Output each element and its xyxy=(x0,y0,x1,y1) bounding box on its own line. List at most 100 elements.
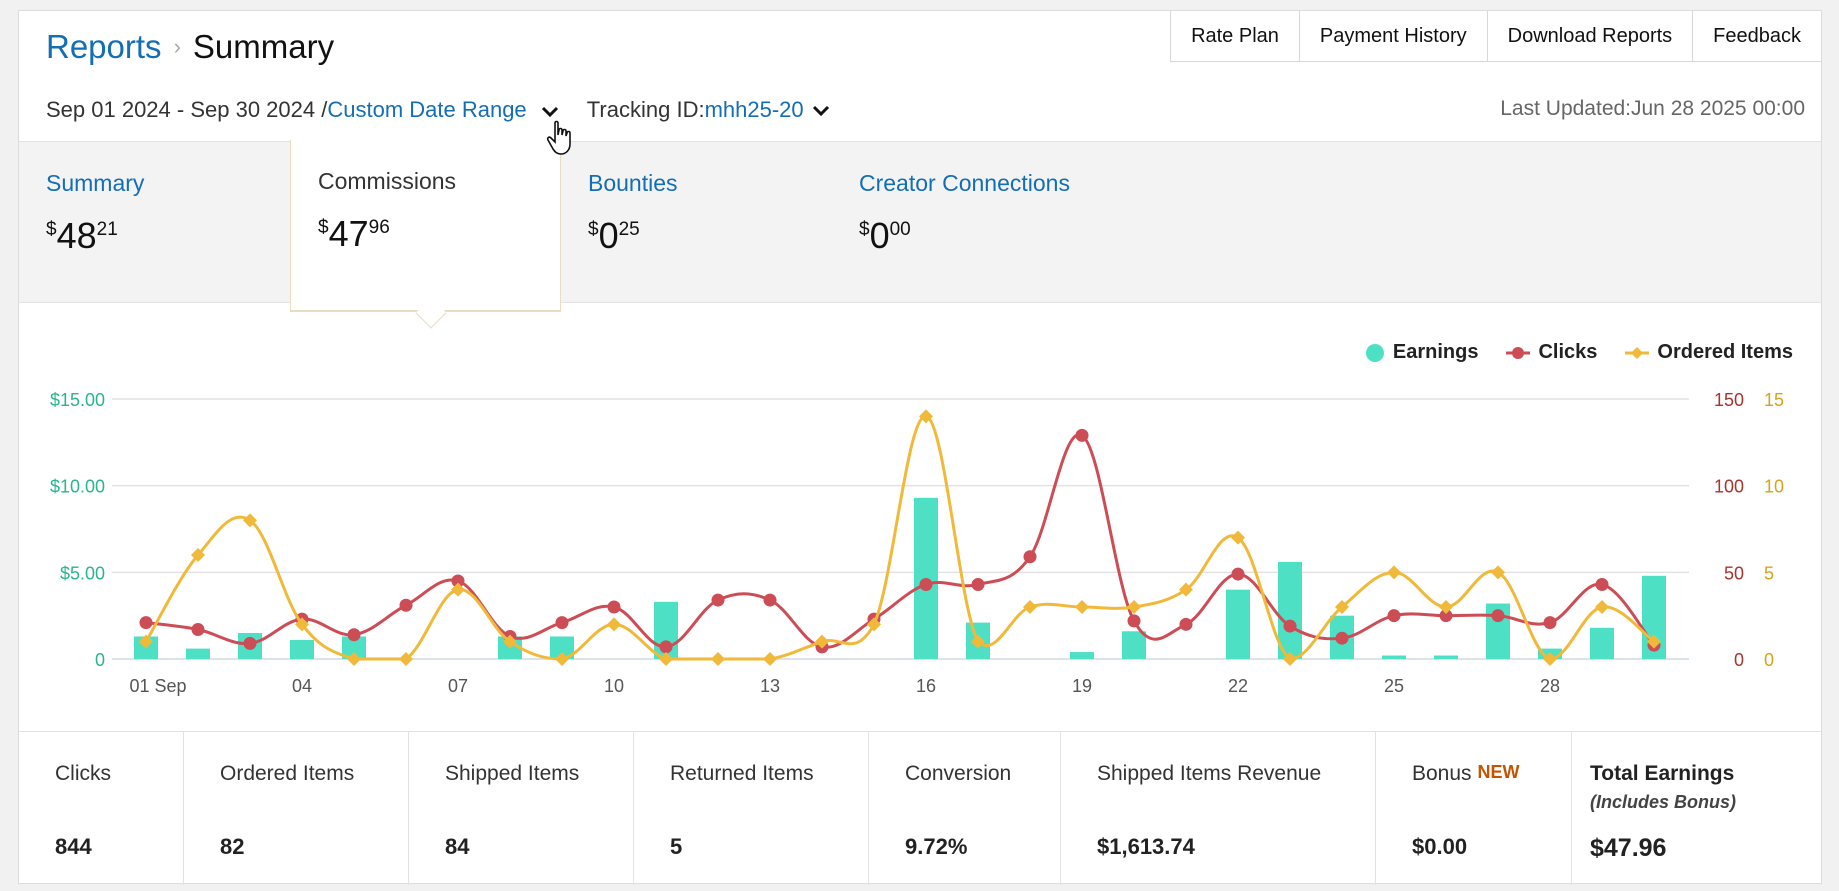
currency-symbol: $ xyxy=(46,219,57,240)
chart-legend: Earnings Clicks Ordered Items xyxy=(1337,341,1793,364)
chevron-down-icon xyxy=(812,105,829,117)
tile-creator-connections[interactable]: Creator Connections $0 00 xyxy=(832,142,1152,303)
last-updated-text: Last Updated:Jun 28 2025 00:00 xyxy=(1500,97,1805,120)
legend-clicks[interactable]: Clicks xyxy=(1506,341,1597,364)
stat-value: 5 xyxy=(670,834,683,859)
stat-value: $1,613.74 xyxy=(1097,834,1195,859)
breadcrumb: Reports › Summary xyxy=(46,28,334,66)
earnings-bar xyxy=(1434,655,1458,659)
download-reports-button[interactable]: Download Reports xyxy=(1486,11,1693,62)
legend-ordered-items[interactable]: Ordered Items xyxy=(1625,341,1793,364)
currency-symbol: $ xyxy=(588,219,599,240)
tile-label: Commissions xyxy=(318,168,457,194)
clicks-point xyxy=(919,577,933,591)
tile-commissions[interactable]: Commissions $47 96 xyxy=(290,140,561,311)
stat-value: 82 xyxy=(220,834,245,859)
earnings-bar xyxy=(1122,631,1146,659)
legend-earnings[interactable]: Earnings xyxy=(1365,341,1478,364)
y-tick-ordered: 0 xyxy=(1764,650,1774,670)
page-title: Summary xyxy=(192,28,335,65)
earnings-bar xyxy=(1226,589,1250,659)
earnings-bar xyxy=(1590,627,1614,659)
ordered-items-point xyxy=(1595,600,1609,614)
feedback-button[interactable]: Feedback xyxy=(1692,11,1821,62)
x-tick-label: 07 xyxy=(448,676,468,696)
rate-plan-button[interactable]: Rate Plan xyxy=(1170,11,1299,62)
stat-ordered-items: Ordered Items 82 xyxy=(184,732,409,885)
clicks-point xyxy=(139,616,153,630)
clicks-point xyxy=(1491,609,1505,623)
clicks-point xyxy=(555,616,569,630)
ordered-items-point xyxy=(1647,634,1661,649)
tile-label: Bounties xyxy=(588,170,678,196)
clicks-point xyxy=(1023,550,1037,564)
ordered-items-point xyxy=(1387,565,1401,580)
breadcrumb-separator-icon: › xyxy=(173,34,181,59)
ordered-items-point xyxy=(139,634,153,649)
breadcrumb-reports-link[interactable]: Reports xyxy=(46,28,162,65)
y-tick-clicks: 150 xyxy=(1714,390,1744,410)
tile-bounties[interactable]: Bounties $0 25 xyxy=(561,142,832,303)
new-badge: NEW xyxy=(1477,762,1520,782)
ordered-items-point xyxy=(555,652,569,666)
y-tick-clicks: 100 xyxy=(1714,477,1744,497)
stat-value: $47.96 xyxy=(1590,834,1667,862)
y-tick-earnings: $5.00 xyxy=(60,563,105,583)
clicks-point xyxy=(1075,428,1089,442)
tile-amount: $0 25 xyxy=(588,215,832,257)
clicks-point xyxy=(1543,616,1557,630)
clicks-point xyxy=(1179,617,1193,631)
stat-label: Clicks xyxy=(55,762,111,785)
payment-history-button[interactable]: Payment History xyxy=(1298,11,1487,62)
stat-value: 9.72% xyxy=(905,834,968,859)
x-tick-label: 01 Sep xyxy=(129,676,186,696)
stat-value: $0.00 xyxy=(1412,834,1468,859)
ordered-items-point xyxy=(711,652,725,666)
ordered-items-point xyxy=(1491,565,1505,580)
ordered-items-point xyxy=(295,617,309,632)
y-tick-clicks: 50 xyxy=(1724,563,1744,583)
ordered-items-point xyxy=(347,652,361,666)
ordered-items-point xyxy=(607,617,621,632)
amount-dollars: 0 xyxy=(598,215,619,256)
ordered-items-point xyxy=(867,617,881,632)
y-tick-earnings: $15.00 xyxy=(50,390,105,410)
ordered-items-point xyxy=(1075,600,1089,614)
clicks-point xyxy=(659,640,673,654)
ordered-items-point xyxy=(399,652,413,666)
tile-amount: $0 00 xyxy=(859,215,1152,257)
amount-dollars: 0 xyxy=(869,215,890,256)
y-tick-clicks: 0 xyxy=(1734,650,1744,670)
clicks-point xyxy=(1283,619,1297,633)
ordered-items-point xyxy=(503,634,517,649)
clicks-point xyxy=(399,598,413,612)
legend-label: Ordered Items xyxy=(1657,341,1793,363)
amount-dollars: 47 xyxy=(328,213,369,254)
ordered-items-point xyxy=(971,634,985,649)
line-diamond-marker-icon xyxy=(1625,346,1650,359)
ordered-items-point xyxy=(1335,600,1349,614)
stats-bar: Clicks 844 Ordered Items 82 Shipped Item… xyxy=(19,731,1821,885)
earnings-bar xyxy=(186,648,210,659)
date-range-dropdown[interactable]: Custom Date Range xyxy=(327,97,560,123)
x-tick-label: 22 xyxy=(1228,676,1248,696)
y-tick-ordered: 5 xyxy=(1764,563,1774,583)
stat-shipped-items: Shipped Items 84 xyxy=(409,732,634,885)
clicks-point xyxy=(1127,614,1141,628)
legend-label: Clicks xyxy=(1538,341,1598,363)
tile-amount: $47 96 xyxy=(318,213,560,255)
tracking-id-dropdown[interactable]: Tracking ID: mhh25-20 xyxy=(587,97,832,123)
report-panel: Reports › Summary Rate Plan Payment Hist… xyxy=(18,10,1822,885)
earnings-bar xyxy=(290,639,314,659)
x-tick-label: 10 xyxy=(604,676,624,696)
y-tick-ordered: 10 xyxy=(1764,477,1784,497)
tracking-id-value: mhh25-20 xyxy=(704,97,804,122)
clicks-point xyxy=(971,577,985,591)
filter-bar: Sep 01 2024 - Sep 30 2024 / Custom Date … xyxy=(46,97,832,123)
clicks-point xyxy=(763,593,777,607)
stat-label: Returned Items xyxy=(670,762,814,785)
date-range-text: Sep 01 2024 - Sep 30 2024 / xyxy=(46,97,328,122)
tile-summary[interactable]: Summary $48 21 xyxy=(19,142,290,303)
ordered-items-point xyxy=(919,409,933,424)
